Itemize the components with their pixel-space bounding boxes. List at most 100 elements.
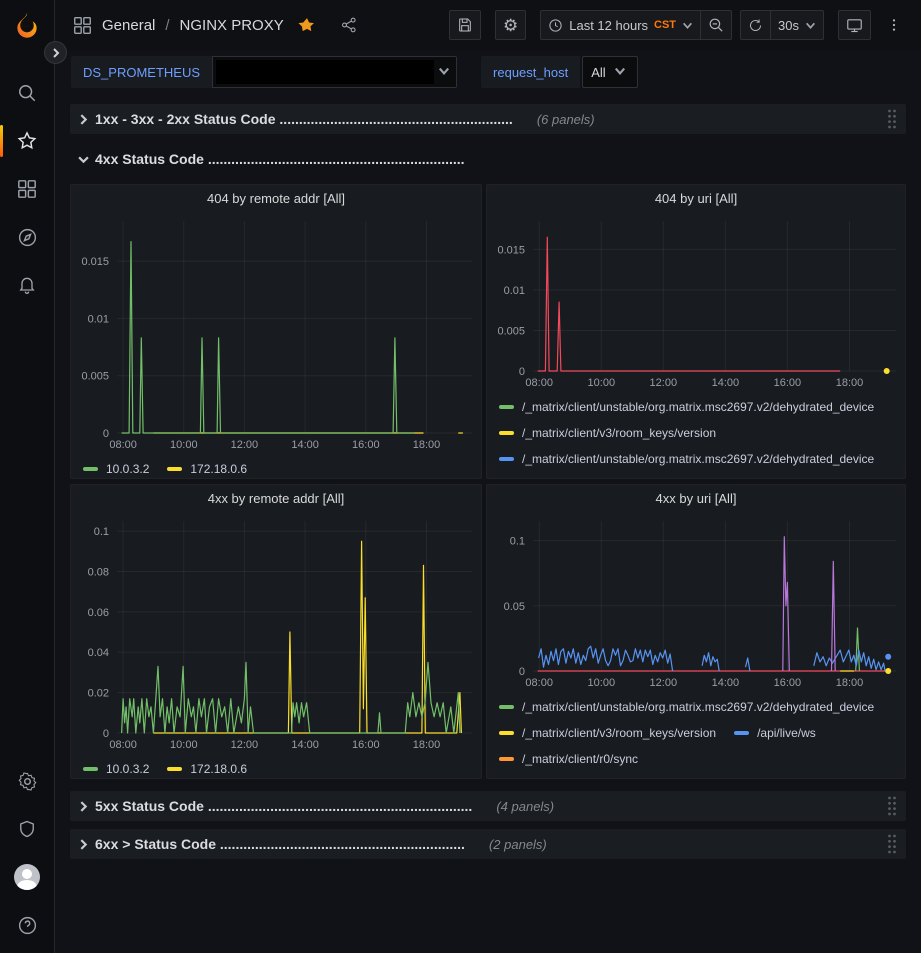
svg-text:0.015: 0.015: [81, 256, 109, 268]
row-title: 1xx - 3xx - 2xx Status Code: [95, 111, 276, 127]
more-options-button[interactable]: [879, 10, 909, 40]
svg-text:0.08: 0.08: [88, 567, 109, 579]
favorite-star-button[interactable]: [298, 16, 316, 34]
row-title-dots: ........................................…: [208, 151, 465, 167]
legend-label: 172.18.0.6: [190, 762, 247, 776]
svg-text:08:00: 08:00: [109, 439, 137, 451]
svg-text:14:00: 14:00: [291, 439, 319, 451]
legend-item[interactable]: /_matrix/client/unstable/org.matrix.msc2…: [499, 394, 874, 420]
legend-label: /api/live/ws: [757, 726, 816, 740]
dashboard-settings-button[interactable]: ⚙: [495, 10, 526, 40]
legend-item[interactable]: 172.18.0.6: [167, 756, 247, 778]
app-root: General / NGINX PROXY ⚙: [0, 0, 921, 953]
row-header-6xx[interactable]: 6xx > Status Code ......................…: [70, 829, 906, 859]
svg-text:0.005: 0.005: [81, 371, 109, 383]
svg-text:08:00: 08:00: [525, 377, 553, 389]
legend-swatch: [499, 757, 514, 761]
refresh-interval-picker[interactable]: 30s: [771, 10, 824, 40]
panel-title[interactable]: 4xx by uri [All]: [487, 485, 905, 513]
variable-value: All: [591, 65, 605, 80]
legend-item[interactable]: /_matrix/client/v3/room_keys/version: [499, 720, 716, 746]
gear-icon: [17, 771, 38, 792]
legend-item[interactable]: /_matrix/client/unstable/org.matrix.msc2…: [499, 694, 874, 720]
svg-text:0.005: 0.005: [497, 326, 525, 338]
legend-swatch: [734, 731, 749, 735]
help-icon: [17, 915, 38, 936]
breadcrumb-separator: /: [165, 17, 169, 34]
search-icon: [17, 83, 37, 103]
row-drag-handle[interactable]: [886, 833, 898, 855]
sidebar-item-alerting[interactable]: [0, 261, 55, 309]
panel-title[interactable]: 404 by uri [All]: [487, 185, 905, 213]
variable-label[interactable]: DS_PROMETHEUS: [71, 56, 212, 88]
sidebar-item-configuration[interactable]: [0, 757, 55, 805]
legend-swatch: [167, 767, 182, 771]
breadcrumb-section[interactable]: General: [102, 17, 155, 34]
share-icon: [340, 16, 358, 34]
legend-item[interactable]: 10.0.3.2: [83, 756, 149, 778]
clock-icon: [548, 18, 563, 33]
refresh-group: 30s: [740, 10, 824, 40]
variable-value-dropdown[interactable]: All: [582, 56, 638, 88]
chevron-down-icon: [78, 154, 89, 165]
variable-value-dropdown[interactable]: [212, 56, 457, 88]
svg-text:0.05: 0.05: [504, 601, 525, 613]
row-title-dots: ........................................…: [220, 836, 465, 852]
dashboard-title[interactable]: NGINX PROXY: [180, 17, 284, 34]
sidebar-item-help[interactable]: [0, 901, 55, 949]
legend-label: /_matrix/client/unstable/org.matrix.msc2…: [522, 400, 874, 414]
legend-item[interactable]: /_matrix/client/v3/room_keys/version: [499, 420, 716, 446]
sidebar-item-server-admin[interactable]: [0, 805, 55, 853]
sidebar-item-dashboards[interactable]: [0, 165, 55, 213]
panel-title[interactable]: 404 by remote addr [All]: [71, 185, 481, 213]
legend-item[interactable]: /sw.js: [734, 472, 786, 478]
cycle-view-mode-button[interactable]: [838, 10, 871, 40]
legend-swatch: [499, 405, 514, 409]
variable-request-host: request_host All: [481, 56, 638, 88]
svg-text:0.02: 0.02: [88, 688, 109, 700]
panel-legend: /_matrix/client/unstable/org.matrix.msc2…: [487, 394, 905, 478]
panel-chart[interactable]: 08:0010:0012:0014:0016:0018:0000.050.1: [487, 513, 905, 694]
sidebar-item-search[interactable]: [0, 69, 55, 117]
chevron-right-icon: [78, 114, 89, 125]
svg-text:0: 0: [103, 728, 109, 740]
svg-text:08:00: 08:00: [109, 739, 137, 751]
apps-grid-icon: [73, 16, 92, 35]
save-dashboard-button[interactable]: [449, 10, 481, 40]
legend-item[interactable]: /_matrix/client/v3/room_keys/version: [499, 472, 716, 478]
row-drag-handle[interactable]: [886, 108, 898, 130]
share-dashboard-button[interactable]: [340, 16, 358, 34]
panel-title[interactable]: 4xx by remote addr [All]: [71, 485, 481, 513]
legend-item[interactable]: 10.0.3.2: [83, 456, 149, 478]
time-range-picker[interactable]: Last 12 hours CST: [540, 10, 701, 40]
svg-text:08:00: 08:00: [525, 677, 553, 689]
sidebar-item-profile[interactable]: [0, 853, 55, 901]
legend-item[interactable]: /api/live/ws: [734, 720, 816, 746]
legend-item[interactable]: /_matrix/client/unstable/org.matrix.msc2…: [499, 772, 874, 778]
svg-text:18:00: 18:00: [413, 439, 441, 451]
row-drag-handle[interactable]: [886, 795, 898, 817]
legend-item[interactable]: 172.18.0.6: [167, 456, 247, 478]
legend-label: /_matrix/client/v3/room_keys/version: [522, 726, 716, 740]
chevron-right-icon: [78, 801, 89, 812]
panel-chart[interactable]: 08:0010:0012:0014:0016:0018:0000.0050.01…: [71, 213, 481, 456]
row-header-4xx[interactable]: 4xx Status Code ........................…: [70, 144, 906, 174]
svg-text:0: 0: [103, 428, 109, 440]
panel-chart[interactable]: 08:0010:0012:0014:0016:0018:0000.0050.01…: [487, 213, 905, 394]
refresh-dashboard-button[interactable]: [740, 10, 771, 40]
sidebar-item-explore[interactable]: [0, 213, 55, 261]
row-header-1xx-3xx-2xx[interactable]: 1xx - 3xx - 2xx Status Code ............…: [70, 104, 906, 134]
sidebar-item-starred[interactable]: [0, 117, 55, 165]
variable-label[interactable]: request_host: [481, 56, 580, 88]
svg-text:18:00: 18:00: [836, 677, 864, 689]
legend-item[interactable]: /_matrix/client/unstable/org.matrix.msc2…: [499, 446, 874, 472]
row-header-5xx[interactable]: 5xx Status Code ........................…: [70, 791, 906, 821]
grafana-logo[interactable]: [12, 11, 42, 41]
chevron-down-icon: [805, 20, 816, 31]
legend-item[interactable]: /_matrix/client/r0/sync: [499, 746, 638, 772]
panel-chart[interactable]: 08:0010:0012:0014:0016:0018:0000.020.040…: [71, 513, 481, 756]
zoom-out-time-button[interactable]: [701, 10, 732, 40]
svg-text:10:00: 10:00: [170, 439, 198, 451]
expand-sidebar-button[interactable]: [44, 41, 67, 64]
row-title: 5xx Status Code: [95, 798, 204, 814]
